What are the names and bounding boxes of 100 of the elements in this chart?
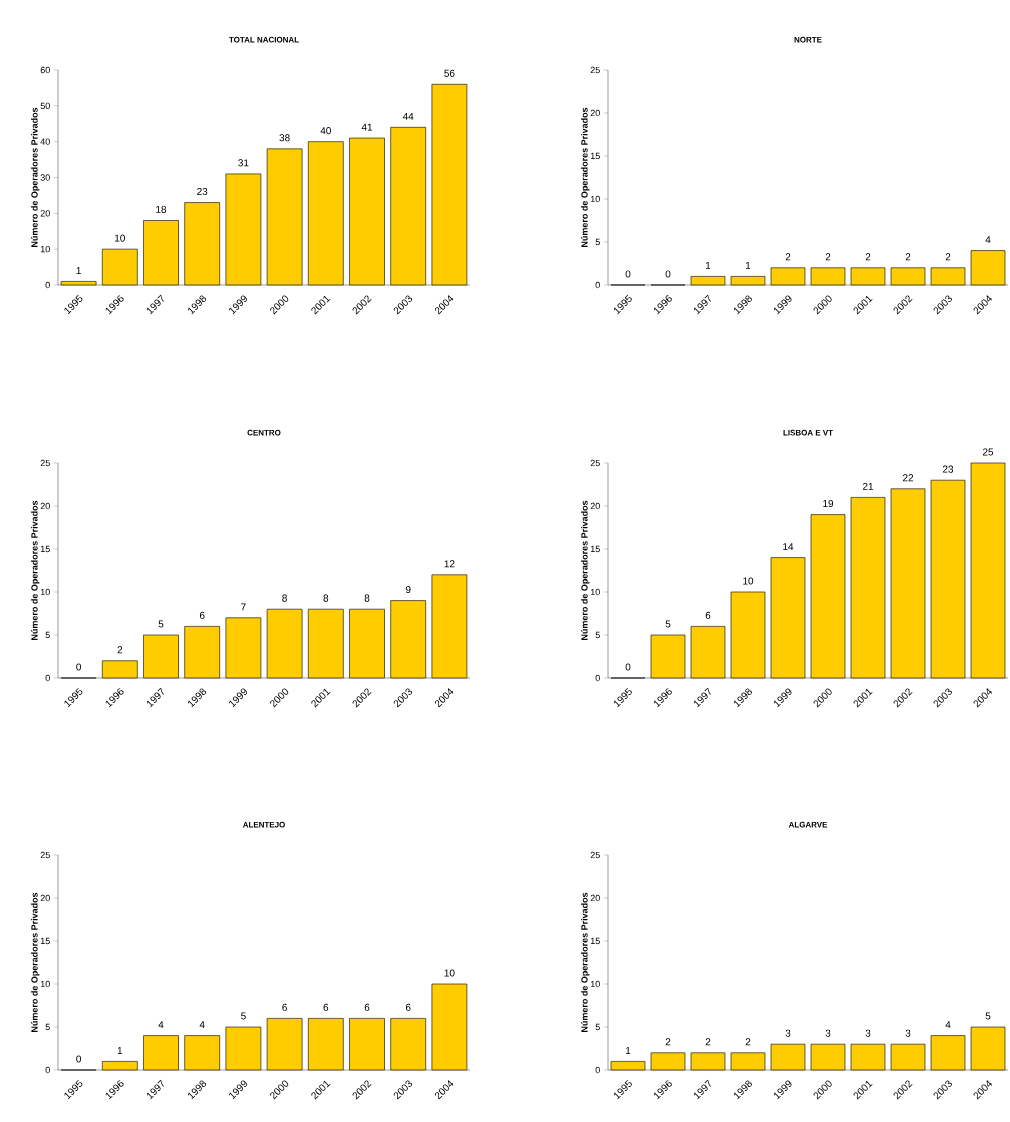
y-tick-label: 5 (45, 1023, 50, 1031)
y-tick-label: 10 (40, 245, 50, 253)
y-tick-label: 0 (45, 674, 50, 682)
y-tick-label: 15 (590, 545, 600, 553)
data-label: 1 (117, 1047, 123, 1054)
y-tick-label: 10 (40, 588, 50, 596)
y-tick-label: 5 (595, 238, 600, 246)
data-label: 1 (626, 1047, 631, 1054)
data-label: 2 (665, 1038, 671, 1046)
y-axis-title: Número de Operadores Privados (580, 107, 590, 247)
y-tick-label: 5 (595, 1023, 600, 1031)
data-label: 3 (785, 1029, 791, 1037)
y-tick-label: 20 (590, 894, 600, 902)
y-tick-label: 15 (590, 937, 600, 945)
data-label: 1 (76, 267, 81, 274)
data-label: 23 (197, 188, 208, 196)
data-label: 6 (705, 611, 711, 619)
data-label: 6 (282, 1003, 287, 1011)
y-tick-label: 40 (40, 138, 50, 145)
data-label: 2 (705, 1038, 711, 1046)
data-label: 0 (76, 663, 81, 671)
y-tick-label: 20 (40, 502, 50, 510)
data-label: 10 (444, 969, 455, 977)
data-label: 10 (743, 577, 754, 585)
y-tick-label: 0 (595, 281, 600, 289)
data-label: 14 (783, 543, 794, 551)
y-axis-title: Número de Operadores Privados (30, 500, 40, 640)
data-label: 2 (117, 646, 123, 654)
data-label: 6 (405, 1003, 411, 1011)
data-label: 2 (945, 253, 951, 261)
data-label: 4 (945, 1021, 951, 1029)
y-axis-title: Número de Operadores Privados (30, 892, 40, 1032)
data-label: 0 (665, 270, 671, 278)
data-label: 31 (238, 159, 249, 167)
y-tick-label: 60 (40, 66, 50, 74)
y-tick-label: 20 (40, 210, 50, 217)
y-tick-label: 0 (45, 281, 50, 289)
y-tick-label: 10 (590, 195, 600, 203)
data-label: 44 (402, 112, 414, 120)
y-tick-label: 10 (40, 980, 50, 988)
data-label: 40 (320, 127, 331, 135)
data-label: 4 (199, 1021, 205, 1029)
y-axis-title: Número de Operadores Privados (580, 892, 590, 1032)
y-axis-title: Número de Operadores Privados (580, 500, 590, 640)
data-label: 5 (985, 1012, 991, 1020)
data-label: 8 (364, 594, 370, 602)
data-label: 1 (746, 262, 751, 269)
data-label: 38 (279, 134, 290, 142)
data-label: 2 (785, 253, 791, 261)
y-tick-label: 0 (45, 1066, 50, 1074)
y-tick-label: 0 (595, 1066, 600, 1074)
data-label: 56 (444, 69, 455, 77)
data-label: 0 (76, 1055, 81, 1063)
data-label: 5 (158, 620, 164, 628)
data-label: 21 (862, 482, 874, 490)
y-tick-label: 0 (595, 674, 600, 682)
data-label: 3 (905, 1029, 911, 1037)
data-label: 6 (364, 1003, 370, 1011)
data-label: 4 (985, 236, 991, 244)
data-label: 6 (199, 611, 205, 619)
data-label: 0 (625, 663, 631, 671)
data-label: 10 (115, 234, 125, 242)
data-label: 18 (156, 205, 167, 213)
data-label: 1 (706, 262, 711, 269)
y-tick-label: 20 (590, 502, 600, 510)
data-label: 8 (323, 594, 329, 602)
y-tick-label: 50 (40, 102, 50, 110)
y-tick-label: 5 (595, 631, 600, 639)
data-label: 2 (905, 253, 911, 261)
data-label: 2 (745, 1038, 751, 1046)
data-label: 3 (865, 1029, 871, 1037)
y-tick-label: 15 (40, 937, 50, 945)
y-tick-label: 10 (590, 588, 600, 596)
y-tick-label: 20 (40, 894, 50, 902)
y-tick-label: 25 (590, 459, 600, 467)
y-tick-label: 25 (40, 459, 50, 467)
y-tick-label: 30 (40, 174, 50, 181)
data-label: 6 (323, 1003, 329, 1011)
y-tick-label: 5 (45, 631, 50, 639)
data-label: 8 (282, 594, 287, 602)
y-tick-label: 25 (590, 851, 600, 859)
data-label: 9 (405, 586, 411, 594)
data-label: 12 (444, 560, 455, 568)
data-label: 22 (902, 474, 914, 482)
y-tick-label: 10 (590, 980, 600, 988)
y-tick-label: 15 (590, 152, 600, 160)
data-label: 19 (823, 500, 834, 508)
y-tick-label: 25 (590, 66, 600, 74)
data-label: 5 (241, 1012, 246, 1020)
data-label: 0 (625, 270, 631, 278)
data-label: 7 (241, 603, 246, 611)
y-tick-label: 15 (40, 545, 50, 553)
data-label: 23 (942, 465, 954, 473)
y-axis-title: Número de Operadores Privados (30, 107, 40, 247)
data-label: 25 (982, 448, 994, 456)
y-tick-label: 25 (40, 851, 50, 859)
data-label: 5 (665, 620, 671, 628)
data-label: 2 (865, 253, 871, 261)
y-tick-label: 20 (590, 109, 600, 117)
data-label: 4 (158, 1021, 164, 1029)
